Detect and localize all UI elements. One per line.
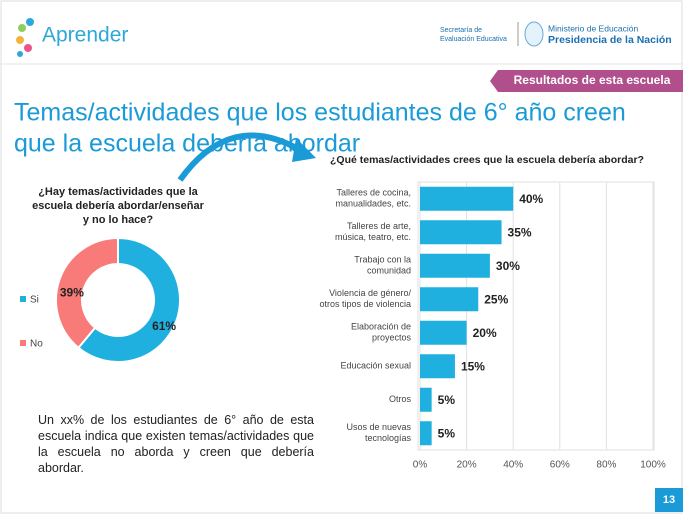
tab (490, 70, 683, 92)
secretaria: Evaluación Educativa (440, 36, 507, 43)
pie-slice (55, 236, 119, 350)
pie-title: escuela debería abordar/enseñar (32, 200, 205, 212)
legend-label: Si (30, 295, 39, 306)
x-tick-label: 0% (413, 460, 428, 471)
data-label: 30% (496, 259, 520, 273)
bar (420, 387, 432, 412)
pie-title: y no lo hace? (83, 214, 154, 226)
bar (420, 320, 467, 345)
data-label: 39% (60, 286, 84, 300)
plot-frame (417, 181, 655, 451)
x-tick-label: 60% (550, 460, 570, 471)
data-label: 40% (519, 192, 543, 206)
page-box (655, 488, 683, 512)
data-label: 61% (152, 319, 176, 333)
title: Temas/actividades que los estudiantes de… (14, 99, 626, 127)
y-tick-label: Otros (389, 394, 412, 404)
y-tick-label: Talleres de arte, música, teatro, etc. (335, 221, 411, 242)
bar (420, 253, 490, 278)
data-label: 20% (473, 326, 497, 340)
data-label: 5% (438, 426, 456, 440)
logo-icon (16, 18, 34, 57)
bar-title: ¿Qué temas/actividades crees que la escu… (330, 154, 644, 166)
bar (420, 287, 479, 312)
data-label: 25% (484, 292, 508, 306)
ministerio: Presidencia de la Nación (548, 34, 672, 46)
secretaria: Secretaría de (440, 27, 482, 34)
bar (420, 186, 514, 211)
data-label: 5% (438, 393, 456, 407)
emblem (524, 21, 544, 47)
data-label: 35% (508, 225, 532, 239)
y-tick-label: Trabajo con la comunidad (354, 255, 411, 276)
arrow-head (292, 138, 316, 162)
tab-label: Resultados de esta escuela (514, 73, 671, 87)
logo: Aprender (42, 24, 128, 47)
bar (420, 220, 502, 245)
data-label: 15% (461, 359, 485, 373)
y-tick-label: Violencia de género/otros tipos de viole… (319, 288, 411, 309)
x-tick-label: 20% (457, 460, 477, 471)
legend-label: No (30, 339, 43, 350)
x-tick-label: 80% (596, 460, 616, 471)
pie-title: ¿Hay temas/actividades que la (38, 186, 198, 198)
x-tick-label: 100% (640, 460, 666, 471)
legend-swatch (20, 296, 26, 302)
y-tick-label: Elaboración de proyectos (351, 322, 412, 343)
x-tick-label: 40% (503, 460, 523, 471)
paragraph: Un xx% de los estudiantes de 6° año de e… (38, 413, 314, 475)
y-tick-label: Talleres de cocina, manualidades, etc. (335, 188, 411, 209)
y-tick-label: Educación sexual (340, 361, 411, 371)
page-number: 13 (663, 494, 675, 506)
arrow (177, 132, 302, 182)
y-tick-label: Usos de nuevas tecnologías (346, 422, 411, 443)
legend-swatch (20, 340, 26, 346)
pie-slice (77, 236, 181, 363)
bar (420, 354, 455, 379)
ministerio: Ministerio de Educación (548, 23, 639, 33)
bar (420, 421, 432, 446)
